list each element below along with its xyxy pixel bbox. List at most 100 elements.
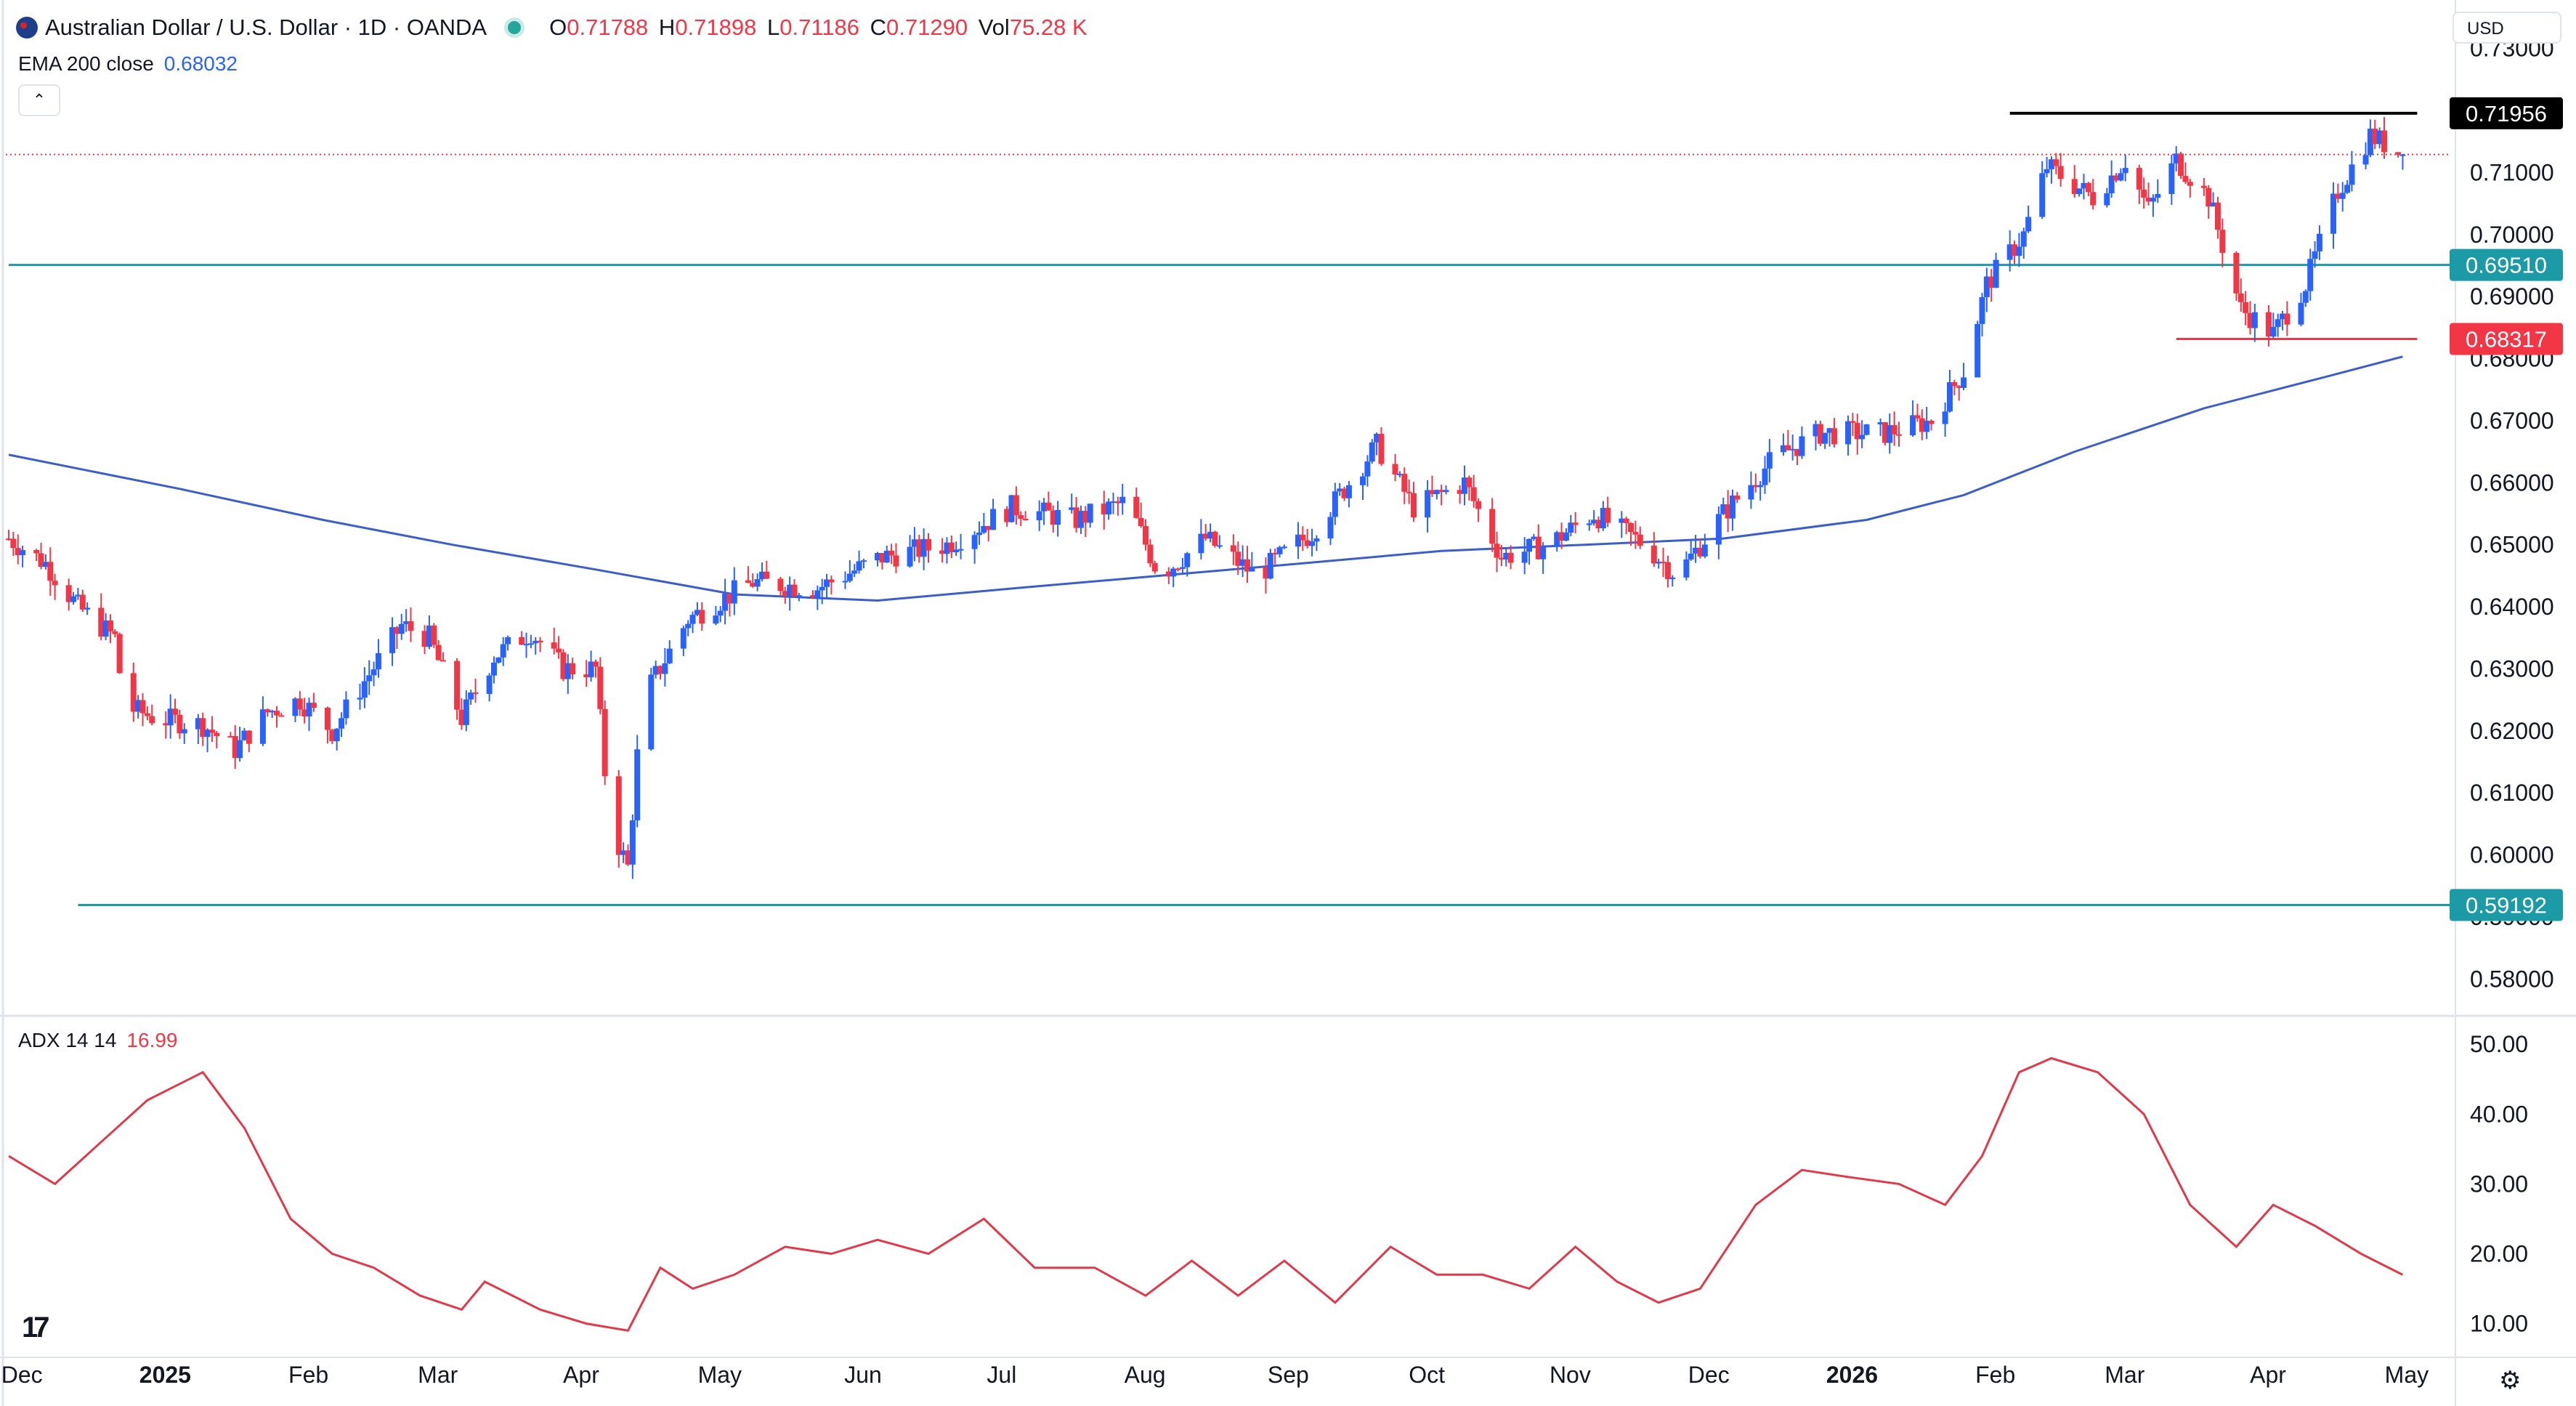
time-tick-label: Aug (1125, 1362, 1166, 1388)
candle-body (1632, 532, 1639, 535)
candle-body (2187, 182, 2193, 186)
candle-body (167, 708, 174, 726)
adx-tick-label: 10.00 (2470, 1311, 2528, 1337)
candle-body (1004, 509, 1010, 522)
candle-body (408, 621, 414, 631)
candle-body (1503, 552, 1510, 560)
candle-body (1457, 490, 1463, 494)
candle-body (2076, 188, 2083, 195)
candle-body (1041, 502, 1048, 512)
candle-body (116, 634, 123, 674)
candle-body (976, 532, 982, 536)
tradingview-logo-icon[interactable]: 17 (22, 1312, 49, 1344)
candle-body (1664, 562, 1671, 579)
candle-body (1919, 418, 1925, 432)
candle-body (662, 663, 668, 674)
symbol-title[interactable]: Australian Dollar / U.S. Dollar · 1D · O… (45, 15, 487, 40)
candle-body (1230, 545, 1236, 552)
candle-body (227, 735, 234, 738)
candle-body (181, 729, 187, 734)
candle-body (324, 708, 331, 730)
candle-body (1461, 477, 1467, 494)
candle-body (856, 561, 862, 571)
candle-body (1207, 531, 1214, 539)
candle-body (758, 571, 765, 580)
ema-legend[interactable]: EMA 200 close 0.68032 (18, 49, 238, 78)
candle-body (458, 709, 465, 725)
candle-body (519, 637, 525, 645)
candle-body (2200, 185, 2207, 188)
candle-body (1729, 495, 1735, 519)
candle-body (1494, 544, 1500, 558)
candle-body (1013, 495, 1019, 516)
candle-body (1623, 518, 1629, 523)
candle-body (1748, 485, 1754, 500)
candle-body (620, 850, 627, 855)
candle-body (1378, 433, 1385, 464)
candle-body (1069, 507, 1075, 510)
candle-body (564, 663, 571, 679)
candle-body (1489, 509, 1496, 544)
horizontal-levels[interactable] (6, 111, 2455, 907)
candle-body (2330, 193, 2337, 234)
candle-body (1521, 552, 1528, 563)
candle-body (1979, 296, 1985, 324)
gear-icon[interactable]: ⚙ (2499, 1367, 2522, 1394)
candle-body (722, 594, 729, 611)
candle-body (1345, 485, 1352, 498)
candle-body (2012, 244, 2018, 256)
candle-body (824, 579, 830, 587)
candle-body (860, 560, 867, 562)
candle-body (1170, 568, 1177, 577)
candle-body (1531, 536, 1537, 539)
candle-body (2399, 154, 2406, 156)
candle-body (1470, 487, 1477, 501)
currency-selector[interactable]: USD (2453, 12, 2561, 44)
candle-body (2298, 302, 2304, 325)
candle-body (1106, 501, 1112, 514)
candle-body (666, 648, 673, 663)
candle-body (615, 776, 622, 855)
candle-body (602, 708, 608, 777)
candle-body (916, 539, 923, 557)
level-price-tag (2450, 97, 2563, 129)
candle-body (1688, 553, 1694, 559)
adx-label: ADX 14 14 (18, 1029, 117, 1051)
candle-body (2039, 173, 2046, 217)
candle-body (1669, 577, 1676, 579)
candle-body (1498, 557, 1504, 560)
collapse-legend-button[interactable]: ⌃ (18, 84, 60, 116)
candle-body (2104, 193, 2110, 206)
level-price-text: 0.68317 (2466, 326, 2547, 352)
candle-body (1360, 476, 1366, 485)
candle-body (375, 653, 381, 670)
candle-body (1896, 434, 1903, 436)
candle-body (1974, 323, 1981, 378)
candle-body (301, 709, 308, 717)
candle-body (893, 555, 899, 567)
candle-body (846, 573, 853, 581)
candle-body (2057, 166, 2064, 179)
candle-body (1586, 523, 1592, 525)
candle-body (370, 669, 377, 676)
candle-body (588, 661, 594, 678)
candle-body (814, 590, 821, 598)
adx-legend[interactable]: ADX 14 14 16.99 (18, 1026, 178, 1055)
candle-body (1272, 552, 1279, 554)
candle-body (1036, 511, 1042, 521)
candle-body (2312, 251, 2318, 259)
candle-body (570, 663, 576, 675)
ema-line (8, 355, 2403, 602)
candle-body (1660, 562, 1666, 564)
candle-body (98, 607, 105, 637)
time-tick-label: Feb (1975, 1362, 2015, 1388)
candle-body (971, 535, 978, 549)
candle-body (717, 610, 724, 616)
candle-body (130, 673, 137, 712)
candle-body (2376, 130, 2383, 145)
candle-body (292, 698, 299, 716)
price-tick-label: 0.62000 (2470, 718, 2554, 744)
candle-body (2247, 312, 2253, 328)
candle-body (2145, 197, 2152, 202)
